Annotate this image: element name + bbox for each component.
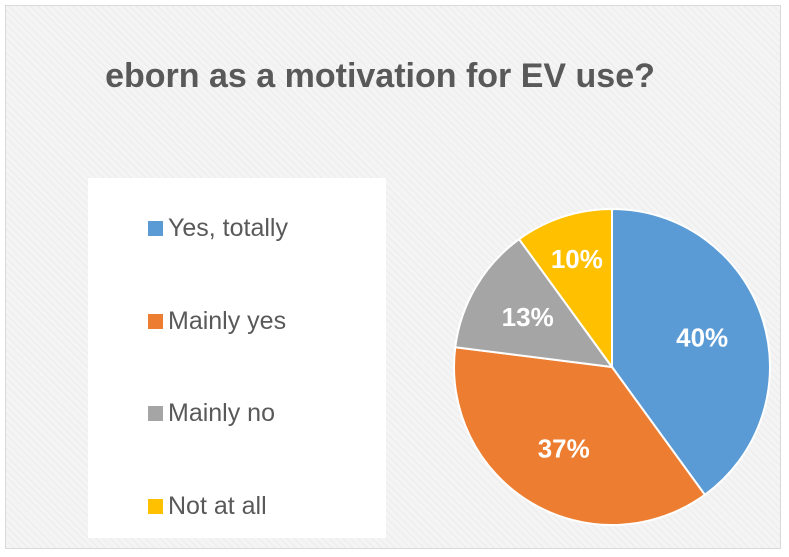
chart-title: eborn as a motivation for EV use? — [105, 57, 655, 95]
legend-label: Not at all — [168, 491, 267, 520]
legend: Yes, totally Mainly yes Mainly no Not at… — [88, 178, 386, 538]
legend-item-mainly-yes: Mainly yes — [148, 301, 286, 341]
legend-label: Yes, totally — [168, 213, 288, 242]
legend-item-yes-totally: Yes, totally — [148, 208, 288, 248]
legend-swatch — [148, 498, 163, 514]
legend-swatch — [148, 220, 163, 236]
legend-swatch — [148, 313, 163, 329]
pie-slice-mainly-yes — [453, 346, 707, 526]
data-label-yes-totally: 40% — [676, 323, 728, 353]
legend-item-not-at-all: Not at all — [148, 486, 267, 526]
legend-label: Mainly yes — [168, 306, 287, 335]
legend-swatch — [148, 405, 163, 421]
pie-slice-mainly-no — [454, 237, 615, 369]
data-label-mainly-yes: 37% — [538, 434, 590, 464]
legend-item-mainly-no: Mainly no — [148, 393, 275, 433]
data-label-mainly-no: 13% — [502, 302, 554, 332]
pie-slice-yes-totally — [611, 207, 771, 497]
legend-label: Mainly no — [168, 398, 275, 427]
pie-slice-not-at-all — [517, 207, 613, 371]
data-label-not-at-all: 10% — [551, 244, 603, 274]
